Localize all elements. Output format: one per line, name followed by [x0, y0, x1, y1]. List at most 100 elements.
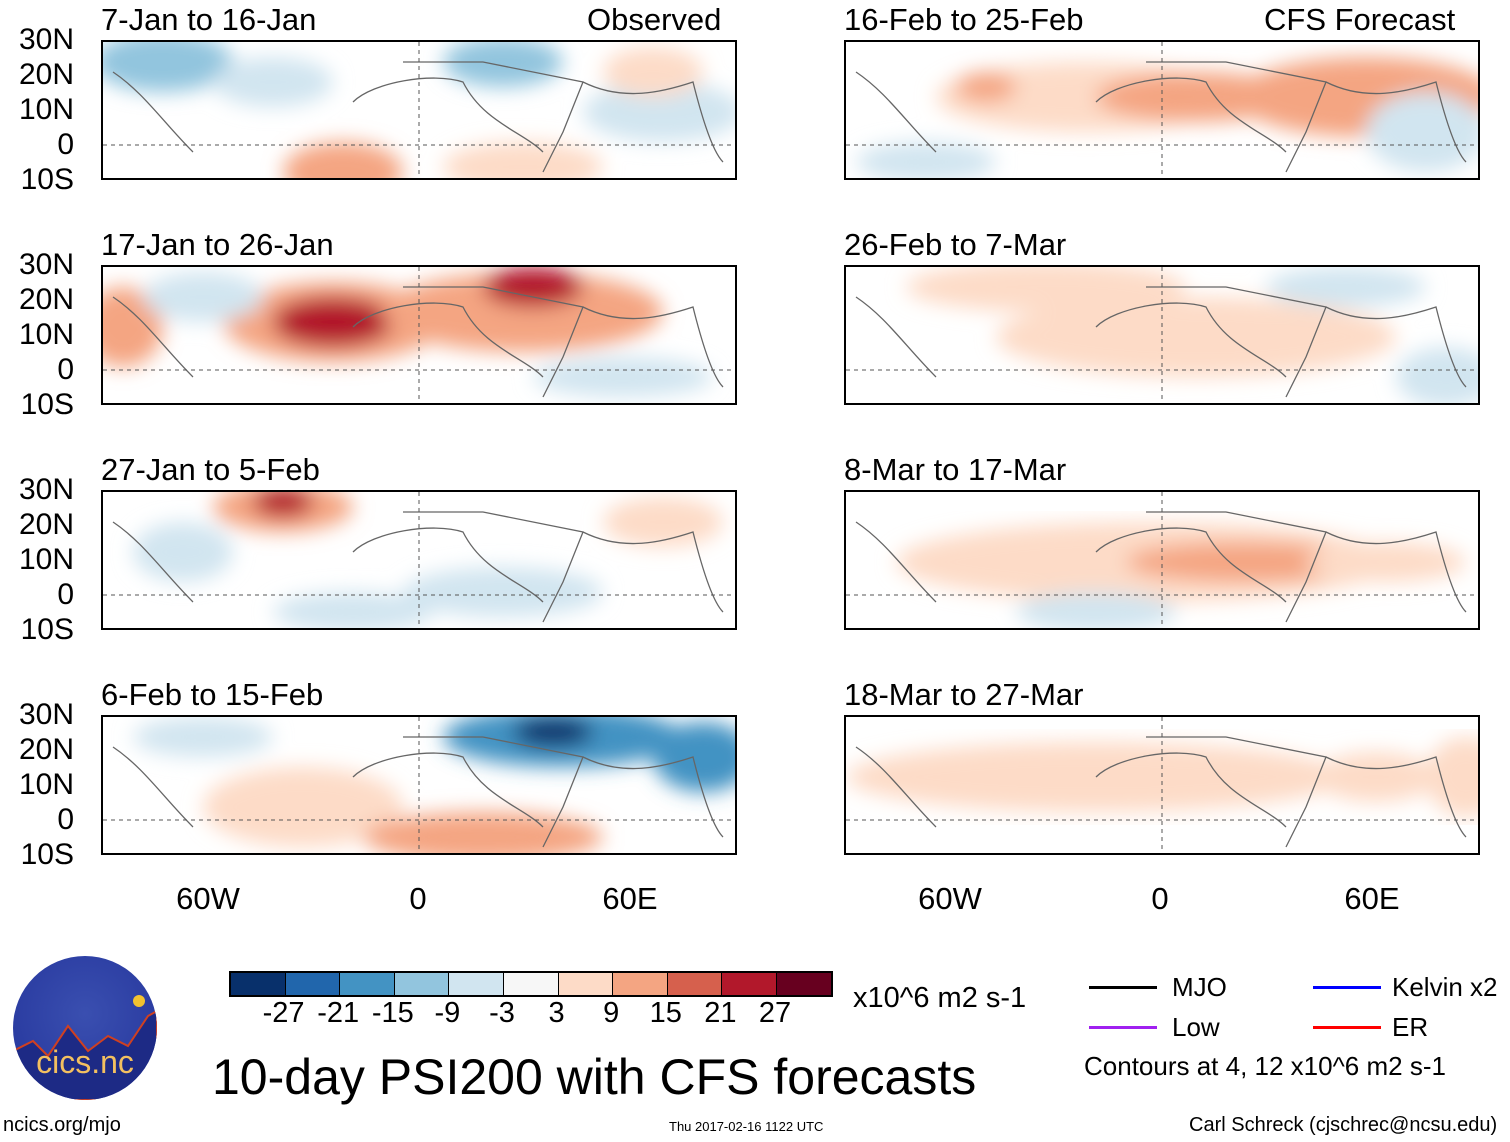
y-tick-label: 30N	[18, 473, 74, 506]
anomaly-region	[383, 272, 663, 352]
anomaly-region	[1426, 737, 1478, 817]
anomaly-region	[253, 492, 313, 517]
y-tick-label: 20N	[18, 58, 74, 91]
anomaly-region	[133, 522, 233, 582]
legend-label: Kelvin x2	[1392, 972, 1498, 1002]
colorbar	[229, 971, 833, 997]
colorbar-label: 3	[548, 997, 565, 1029]
map-panel	[844, 715, 1480, 855]
panel-title: 7-Jan to 16-Jan	[101, 2, 317, 37]
x-tick-label: 60W	[176, 881, 240, 916]
y-tick-label: 20N	[18, 283, 74, 316]
anomaly-region	[1366, 92, 1478, 172]
anomaly-region	[283, 142, 403, 178]
colorbar-swatch	[667, 973, 723, 995]
y-tick-label: 10N	[18, 93, 74, 126]
anomaly-region	[603, 47, 703, 97]
colorbar-swatch	[340, 973, 395, 995]
panel-title: 6-Feb to 15-Feb	[101, 677, 324, 712]
y-tick-label: 0	[57, 578, 74, 611]
map-panel	[101, 265, 737, 405]
x-tick-label: 60E	[1344, 881, 1400, 916]
colorbar-label: 27	[758, 997, 792, 1029]
colorbar-swatch	[503, 973, 559, 995]
anomaly-region	[1266, 267, 1426, 307]
anomaly-region	[403, 567, 603, 617]
x-tick-label: 60E	[602, 881, 658, 916]
colorbar-label: -21	[317, 997, 360, 1029]
legend-label: Low	[1172, 1012, 1220, 1042]
anomaly-region	[956, 72, 1016, 102]
map-panel	[844, 40, 1480, 180]
y-tick-label: 10N	[18, 768, 74, 801]
y-tick-label: 0	[57, 128, 74, 161]
colorbar-label: 9	[603, 997, 620, 1029]
y-tick-label: 20N	[18, 733, 74, 766]
anomaly-region	[103, 42, 233, 92]
anomaly-region	[363, 812, 603, 853]
legend-line-low	[1089, 1026, 1157, 1029]
anomaly-region	[533, 357, 713, 397]
map-panel	[844, 490, 1480, 630]
map-panel	[101, 490, 737, 630]
colorbar-swatch	[613, 973, 668, 995]
colorbar-label: -15	[371, 997, 414, 1029]
legend-line-kelvin	[1313, 986, 1381, 989]
coastline	[112, 736, 724, 848]
panel-title: 16-Feb to 25-Feb	[844, 2, 1084, 37]
y-tick-label: 10N	[18, 543, 74, 576]
coastline	[112, 286, 724, 398]
map-panel	[101, 40, 737, 180]
colorbar-swatch	[449, 973, 504, 995]
coastline	[855, 511, 1467, 623]
y-tick-label: 0	[57, 353, 74, 386]
colorbar-swatch	[285, 973, 341, 995]
anomaly-region	[143, 272, 263, 322]
footer-url[interactable]: ncics.org/mjo	[3, 1114, 121, 1136]
anomaly-region	[1316, 752, 1436, 802]
footer-author: Carl Schreck (cjschrec@ncsu.edu)	[1189, 1114, 1498, 1136]
map-panel	[844, 265, 1480, 405]
anomaly-region	[213, 57, 333, 107]
y-tick-label: 30N	[18, 698, 74, 731]
legend-line-er	[1313, 1026, 1381, 1029]
y-tick-label: 10S	[20, 613, 74, 646]
y-tick-label: 10S	[20, 838, 74, 871]
anomaly-region	[513, 717, 593, 747]
contour-note: Contours at 4, 12 x10^6 m2 s-1	[1084, 1051, 1446, 1081]
colorbar-swatch	[776, 973, 831, 995]
legend-line-mjo	[1089, 986, 1157, 989]
panel-title: 27-Jan to 5-Feb	[101, 452, 320, 487]
anomaly-region	[1016, 592, 1176, 628]
y-tick-label: 30N	[18, 248, 74, 281]
colorbar-label: 15	[649, 997, 682, 1029]
logo: cics.nc	[13, 956, 157, 1100]
colorbar-swatch	[231, 973, 286, 995]
colorbar-swatch	[722, 973, 777, 995]
anomaly-region	[103, 287, 163, 367]
coastline	[112, 511, 724, 623]
anomaly-region	[133, 717, 273, 757]
y-tick-label: 10N	[18, 318, 74, 351]
colorbar-label: -3	[489, 997, 515, 1029]
colorbar-label: 21	[704, 997, 737, 1029]
colorbar-swatch	[394, 973, 450, 995]
y-tick-label: 20N	[18, 508, 74, 541]
anomaly-region	[1306, 542, 1466, 582]
coastline	[112, 61, 724, 173]
anomaly-region	[653, 722, 735, 792]
observed-label: Observed	[587, 2, 722, 37]
coastline	[855, 61, 1467, 173]
x-tick-label: 60W	[918, 881, 982, 916]
y-tick-label: 30N	[18, 23, 74, 56]
anomaly-region	[603, 497, 723, 547]
x-tick-label: 0	[1151, 881, 1169, 916]
anomaly-region	[996, 297, 1396, 377]
anomaly-region	[273, 297, 393, 347]
anomaly-region	[856, 142, 996, 178]
panel-title: 26-Feb to 7-Mar	[844, 227, 1067, 262]
panel-title: 17-Jan to 26-Jan	[101, 227, 334, 262]
panel-title: 8-Mar to 17-Mar	[844, 452, 1067, 487]
legend-label: ER	[1392, 1012, 1429, 1042]
